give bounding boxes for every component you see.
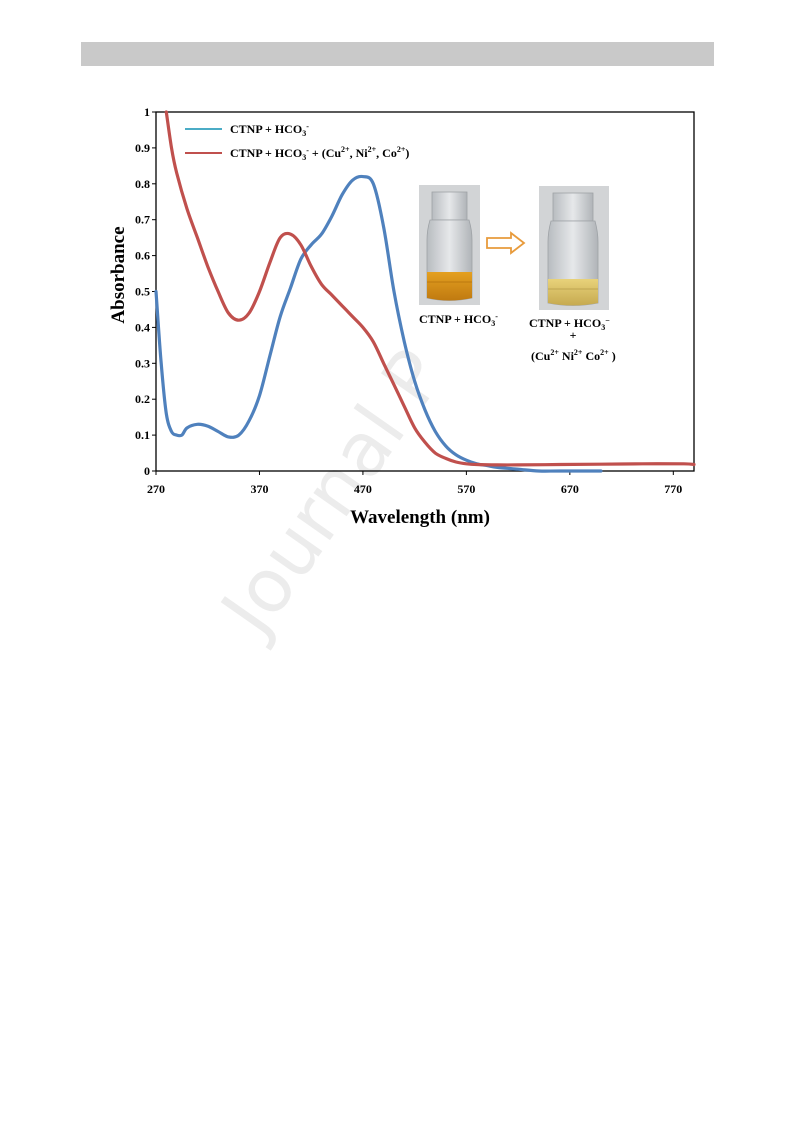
series-line-1 xyxy=(154,174,603,473)
inset-photos xyxy=(419,185,609,310)
inset-caption-before: CTNP + HCO3- xyxy=(419,312,498,328)
absorbance-chart: 270 370 470 570 670 770 0 0.1 0.2 0.3 0.4 0.5 0.6 0.… xyxy=(108,105,696,528)
y-tick-label-3: 0.3 xyxy=(135,356,150,370)
y-tick-label-7: 0.7 xyxy=(135,213,150,227)
y-tick-label-8: 0.8 xyxy=(135,177,150,191)
inset-caption-after-line1: CTNP + HCO3− xyxy=(529,316,610,332)
x-tick-label-2: 470 xyxy=(354,482,372,496)
x-tick-label-5: 770 xyxy=(664,482,682,496)
x-axis-ticks: 270 370 470 570 670 770 xyxy=(147,471,682,496)
y-tick-label-10: 1 xyxy=(144,105,150,119)
y-tick-label-0: 0 xyxy=(144,464,150,478)
pale-yellow-solution xyxy=(548,279,598,306)
y-tick-label-4: 0.4 xyxy=(135,320,150,334)
y-axis-ticks: 0 0.1 0.2 0.3 0.4 0.5 0.6 0.7 0.8 0.9 1 xyxy=(135,105,156,478)
y-tick-label-6: 0.6 xyxy=(135,249,150,263)
x-tick-label-3: 570 xyxy=(457,482,475,496)
inset-caption-after-line2: (Cu2+ Ni2+ Co2+ ) xyxy=(531,348,616,363)
legend: CTNP + HCO3- CTNP + HCO3- + (Cu2+, Ni2+,… xyxy=(185,122,409,162)
series-line-2 xyxy=(164,110,696,467)
legend-label-series-1: CTNP + HCO3- xyxy=(230,122,309,138)
vial-photo-after xyxy=(539,186,609,310)
x-tick-label-4: 670 xyxy=(561,482,579,496)
right-arrow-icon xyxy=(486,231,526,255)
orange-solution xyxy=(427,272,472,301)
page-header-bar xyxy=(81,42,714,66)
y-tick-label-1: 0.1 xyxy=(135,428,150,442)
vial-photo-before xyxy=(419,185,480,305)
x-tick-label-0: 270 xyxy=(147,482,165,496)
x-tick-label-1: 370 xyxy=(250,482,268,496)
y-tick-label-2: 0.2 xyxy=(135,392,150,406)
series-layer xyxy=(154,110,696,473)
x-axis-title: Wavelength (nm) xyxy=(350,507,490,528)
legend-label-series-2: CTNP + HCO3- + (Cu2+, Ni2+, Co2+) xyxy=(230,145,409,162)
inset-caption-after-plus: + xyxy=(570,328,577,342)
y-axis-title: Absorbance xyxy=(108,226,129,323)
y-tick-label-9: 0.9 xyxy=(135,141,150,155)
y-tick-label-5: 0.5 xyxy=(135,285,150,299)
